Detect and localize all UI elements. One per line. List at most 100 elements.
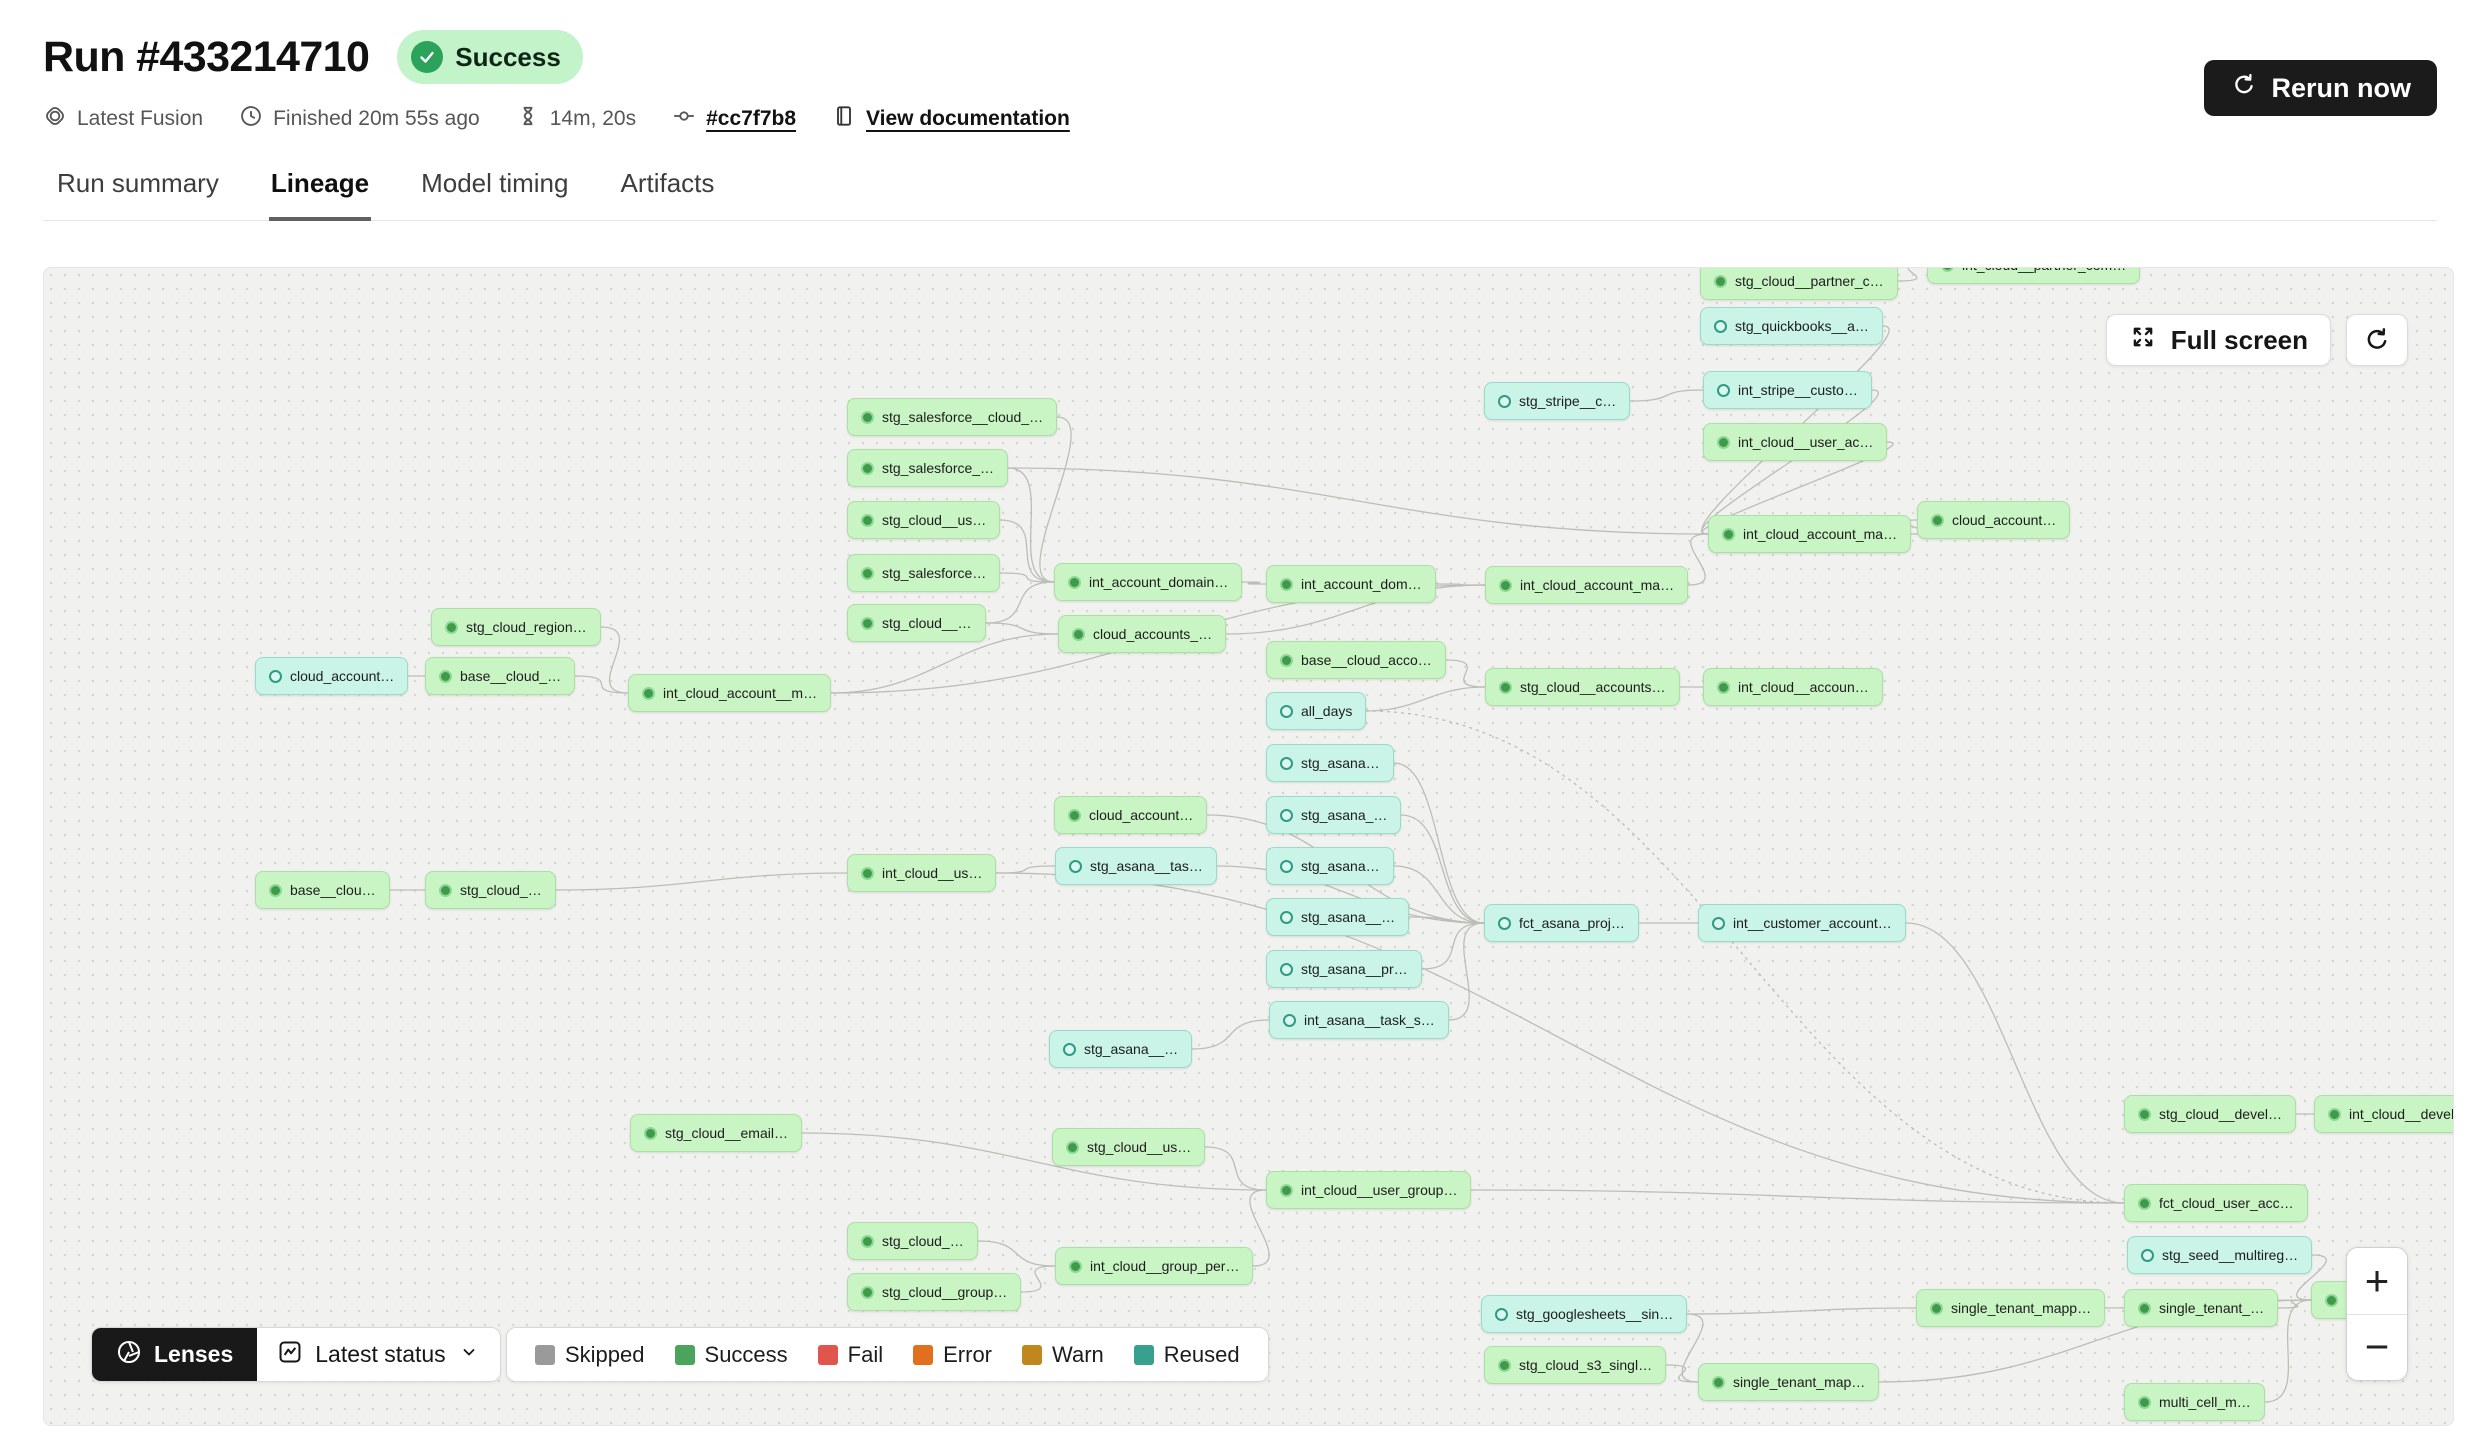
lineage-node[interactable]: int_cloud__devel… [2314,1095,2454,1133]
lineage-node[interactable]: stg_asana__… [1266,898,1410,936]
commit-link[interactable]: #cc7f7b8 [706,107,797,130]
lineage-node[interactable]: stg_cloud__… [847,604,986,642]
node-label: stg_asana__pr… [1301,961,1408,977]
success-status-icon [1068,575,1081,589]
docs-meta: View documentation [832,104,1070,134]
lineage-node[interactable]: int_cloud__user_group… [1266,1171,1472,1209]
lineage-node[interactable]: int_cloud__group_per… [1055,1247,1254,1285]
lineage-node[interactable]: int_cloud__partner_com… [1927,268,2141,284]
lineage-node[interactable]: single_tenant_map… [1698,1363,1880,1401]
node-label: int_cloud__user_ac… [1738,434,1874,450]
node-label: int_cloud_account__m… [663,685,818,701]
lineage-node[interactable]: int_account_domain… [1054,563,1243,601]
lineage-node[interactable]: multi_cell_m… [2124,1383,2265,1421]
success-status-icon [1069,1259,1082,1273]
lineage-node[interactable]: stg_cloud_region… [431,608,601,646]
lineage-canvas[interactable]: stg_salesforce__cloud_… stg_salesforce_… s… [43,267,2454,1426]
lineage-node[interactable]: stg_cloud__accounts… [1485,668,1680,706]
status-badge-label: Success [455,41,561,72]
lineage-node[interactable]: stg_stripe__c… [1484,382,1631,420]
node-label: int_cloud__devel… [2349,1106,2454,1122]
lineage-node[interactable]: stg_asana… [1266,847,1394,885]
success-status-icon [1712,1375,1725,1389]
lineage-node[interactable]: stg_cloud_s3_singl… [1484,1346,1667,1384]
lineage-node[interactable]: int_stripe__custo… [1703,371,1872,409]
lineage-node[interactable]: int_cloud__us… [847,854,997,892]
lineage-node[interactable]: int_cloud__user_ac… [1703,423,1888,461]
success-status-icon [1722,527,1735,541]
tab-artifacts[interactable]: Artifacts [620,168,715,198]
lineage-node[interactable]: stg_salesforce… [847,554,1001,592]
lineage-node[interactable]: stg_quickbooks__a… [1700,307,1883,345]
success-status-icon [2138,1301,2151,1315]
refresh-lineage-button[interactable] [2346,314,2408,366]
lineage-node[interactable]: int_account_dom… [1266,565,1436,603]
lineage-node[interactable]: base__cloud_… [425,657,576,695]
expand-icon [2129,323,2157,358]
lineage-node[interactable]: stg_asana__… [1049,1030,1193,1068]
lineage-node[interactable]: stg_asana… [1266,744,1394,782]
legend-label: Reused [1163,1341,1240,1367]
lineage-node[interactable]: stg_salesforce__cloud_… [847,398,1058,436]
lineage-node[interactable]: stg_cloud_… [847,1222,978,1260]
lens-selector[interactable]: Latest status [257,1328,499,1381]
lineage-node[interactable]: stg_asana_… [1266,796,1402,834]
lineage-node[interactable]: single_tenant_… [2124,1289,2279,1327]
lineage-node[interactable]: cloud_accounts_… [1058,615,1227,653]
lenses-button[interactable]: Lenses [92,1328,258,1381]
lineage-edge [1007,467,1055,583]
lineage-node[interactable]: int__customer_account… [1698,904,1906,942]
reused-status-icon [1280,910,1293,924]
reused-status-icon [1495,1307,1508,1321]
lineage-node[interactable]: stg_salesforce_… [847,449,1009,487]
lineage-node[interactable]: stg_cloud__us… [1052,1128,1206,1166]
lineage-node[interactable]: cloud_account… [1917,501,2071,539]
lineage-node[interactable]: int_cloud_account_ma… [1708,515,1912,553]
lineage-node[interactable]: fct_cloud_user_acc… [2124,1184,2308,1222]
success-status-icon [1499,680,1512,694]
lineage-node[interactable]: cloud_account… [1054,796,1208,834]
commit-icon [672,104,696,134]
lineage-node[interactable]: stg_cloud__partner_c… [1700,268,1898,300]
view-documentation-link[interactable]: View documentation [866,107,1070,130]
lineage-node[interactable]: stg_seed__multireg… [2127,1236,2313,1274]
lineage-edge [830,633,1059,694]
node-label: stg_quickbooks__a… [1735,318,1869,334]
lineage-node[interactable]: all_days [1266,692,1367,730]
lineage-node[interactable]: stg_cloud__email… [630,1114,802,1152]
lineage-edge [1686,1307,1917,1315]
lineage-node[interactable]: int_cloud_account__m… [628,674,832,712]
node-label: stg_cloud__group… [882,1284,1008,1300]
full-screen-button[interactable]: Full screen [2105,314,2331,366]
zoom-in-button[interactable]: + [2347,1248,2407,1314]
lineage-node[interactable]: stg_asana__pr… [1266,950,1422,988]
lineage-node[interactable]: stg_cloud__group… [847,1273,1022,1311]
lineage-node[interactable]: int_asana__task_s… [1269,1001,1449,1039]
lineage-node[interactable]: fct_asana_proj… [1484,904,1639,942]
success-status-icon [439,883,452,897]
lineage-node[interactable]: int_cloud__accoun… [1703,668,1883,706]
lineage-edge [801,1132,1267,1191]
lineage-node[interactable]: stg_cloud__devel… [2124,1095,2296,1133]
node-label: base__cloud_acco… [1301,652,1432,668]
lineage-node[interactable]: single_tenant_mapp… [1916,1289,2106,1327]
node-label: stg_cloud__email… [665,1125,788,1141]
lineage-node[interactable]: stg_googlesheets__sin… [1481,1295,1688,1333]
lineage-node[interactable]: base__cloud_acco… [1266,641,1446,679]
lineage-node[interactable]: stg_asana__tas… [1055,847,1217,885]
lineage-node[interactable]: cloud_account… [255,657,409,695]
lineage-node[interactable]: base__clou… [255,871,390,909]
tab-lineage[interactable]: Lineage [268,162,372,221]
lineage-node[interactable]: stg_cloud__us… [847,501,1001,539]
lineage-edge [600,626,629,694]
zoom-out-button[interactable]: − [2347,1313,2407,1380]
lineage-node[interactable]: stg_cloud_… [425,871,556,909]
tab-model-timing[interactable]: Model timing [421,168,569,198]
lineage-edge [1393,865,1485,924]
rerun-now-button[interactable]: Rerun now [2203,60,2437,116]
node-label: all_days [1301,703,1353,719]
duration-meta: 14m, 20s [516,104,636,134]
lineage-node[interactable]: int_cloud_account_ma… [1485,566,1689,604]
run-meta: Latest Fusion Finished 20m 55s ago 14m, … [43,104,2437,134]
tab-run-summary[interactable]: Run summary [57,168,219,198]
